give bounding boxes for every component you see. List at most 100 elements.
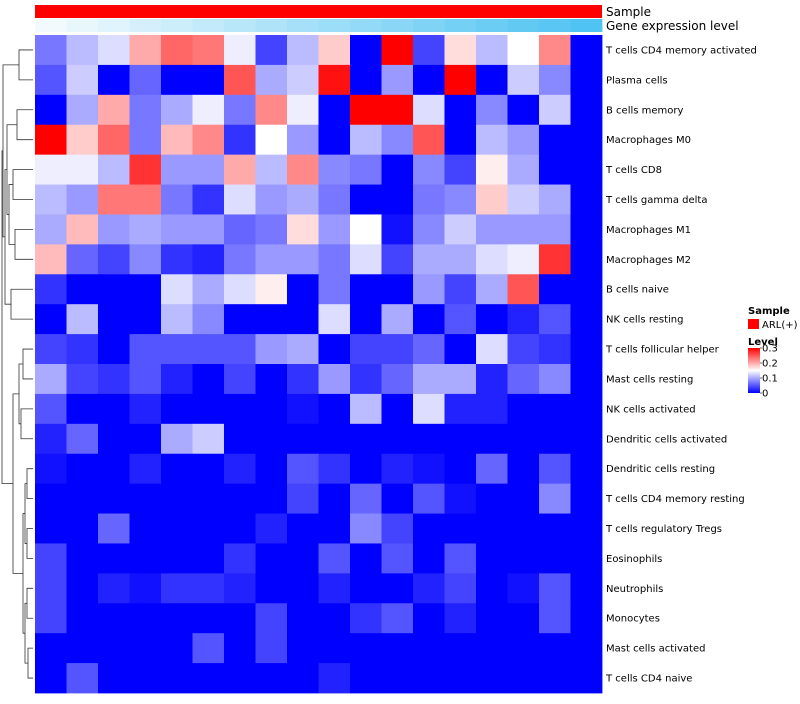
heatmap-cell [66, 663, 99, 694]
heatmap-cell [192, 64, 225, 96]
heatmap-cell [570, 334, 603, 365]
heatmap-cell [539, 483, 571, 514]
sample-annotation-bar [35, 5, 602, 18]
heatmap-cell [224, 244, 256, 275]
heatmap-cell [35, 304, 67, 335]
heatmap-cell [476, 573, 508, 604]
heatmap-cell [35, 214, 67, 245]
heatmap-cell [476, 304, 508, 335]
heatmap-cell [350, 483, 382, 514]
heatmap-cell [66, 603, 99, 634]
heatmap-cell [381, 334, 414, 365]
heatmap-cell [66, 543, 99, 574]
heatmap-cell [570, 35, 603, 66]
heatmap-cell [35, 423, 67, 455]
heatmap-cell [413, 393, 445, 425]
heatmap-cell [287, 64, 319, 96]
heatmap-cell [98, 453, 130, 485]
heatmap-cell [570, 513, 603, 544]
heatmap-cell [129, 543, 162, 574]
heatmap-cell [350, 603, 382, 634]
heatmap-cell [161, 513, 193, 544]
heatmap-cell [570, 483, 603, 514]
heatmap-cell [413, 334, 445, 365]
heatmap-cell [35, 663, 67, 694]
heatmap-cell [35, 244, 67, 275]
heatmap-cell [318, 304, 351, 335]
heatmap-cell [413, 423, 445, 455]
heatmap-cell [381, 304, 414, 335]
heatmap-cell [539, 64, 571, 96]
gene-expression-annotation-cell [413, 19, 445, 32]
heatmap-cell [192, 364, 225, 395]
gene-expression-annotation-cell [255, 19, 288, 32]
heatmap-cell [66, 154, 99, 185]
heatmap-cell [507, 663, 540, 694]
heatmap-cell [570, 423, 603, 455]
heatmap-cell [192, 274, 225, 305]
heatmap-cell [224, 184, 256, 215]
heatmap-cell [129, 573, 162, 604]
sample-legend-title: Sample [748, 306, 790, 317]
heatmap-cell [350, 663, 382, 694]
heatmap-cell [66, 64, 99, 96]
gene-expression-annotation-cell [66, 19, 99, 32]
heatmap-cell [66, 304, 99, 335]
heatmap-cell [381, 393, 414, 425]
heatmap-cell [161, 94, 193, 126]
heatmap-cell [98, 543, 130, 574]
heatmap-cell [318, 334, 351, 365]
heatmap-cell [444, 94, 477, 126]
row-label: NK cells resting [606, 315, 683, 326]
heatmap-cell [444, 35, 477, 66]
heatmap-cell [444, 483, 477, 514]
dendrogram-branch [8, 184, 15, 245]
heatmap-cell [318, 274, 351, 305]
heatmap-cell [98, 513, 130, 544]
level-colorbar [748, 348, 760, 393]
heatmap-cell [413, 513, 445, 544]
heatmap-cell [476, 663, 508, 694]
heatmap-cell [192, 603, 225, 634]
heatmap-cell [161, 304, 193, 335]
heatmap-cell [444, 334, 477, 365]
heatmap-cell [318, 94, 351, 126]
heatmap-cell [476, 364, 508, 395]
heatmap-cell [381, 513, 414, 544]
row-label: Monocytes [606, 614, 660, 625]
heatmap-cell [570, 214, 603, 245]
heatmap-cell [444, 184, 477, 215]
heatmap-cell [287, 573, 319, 604]
heatmap-cell [381, 94, 414, 126]
heatmap-cell [507, 184, 540, 215]
heatmap-cell [381, 663, 414, 694]
heatmap-cell [413, 543, 445, 574]
heatmap-cell [350, 274, 382, 305]
heatmap-cell [192, 214, 225, 245]
heatmap-cell [255, 124, 288, 156]
heatmap-cell [129, 603, 162, 634]
heatmap-cell [539, 573, 571, 604]
heatmap-cell [381, 364, 414, 395]
heatmap-cell [192, 543, 225, 574]
heatmap-cell [476, 334, 508, 365]
level-tick-label: 0 [762, 389, 768, 400]
heatmap-cell [161, 393, 193, 425]
heatmap-cell [507, 483, 540, 514]
heatmap-cell [161, 334, 193, 365]
heatmap-cell [444, 633, 477, 664]
heatmap-cell [161, 663, 193, 694]
heatmap-cell [192, 663, 225, 694]
heatmap-cell [98, 304, 130, 335]
heatmap-cell [287, 483, 319, 514]
heatmap-cell [570, 364, 603, 395]
heatmap-cell [350, 573, 382, 604]
gene-expression-annotation-cell [350, 19, 382, 32]
heatmap-cell [129, 423, 162, 455]
heatmap-cell [318, 603, 351, 634]
heatmap-cell [444, 513, 477, 544]
heatmap-cell [507, 154, 540, 185]
heatmap-cell [444, 453, 477, 485]
heatmap-cell [570, 543, 603, 574]
heatmap-cell [161, 124, 193, 156]
